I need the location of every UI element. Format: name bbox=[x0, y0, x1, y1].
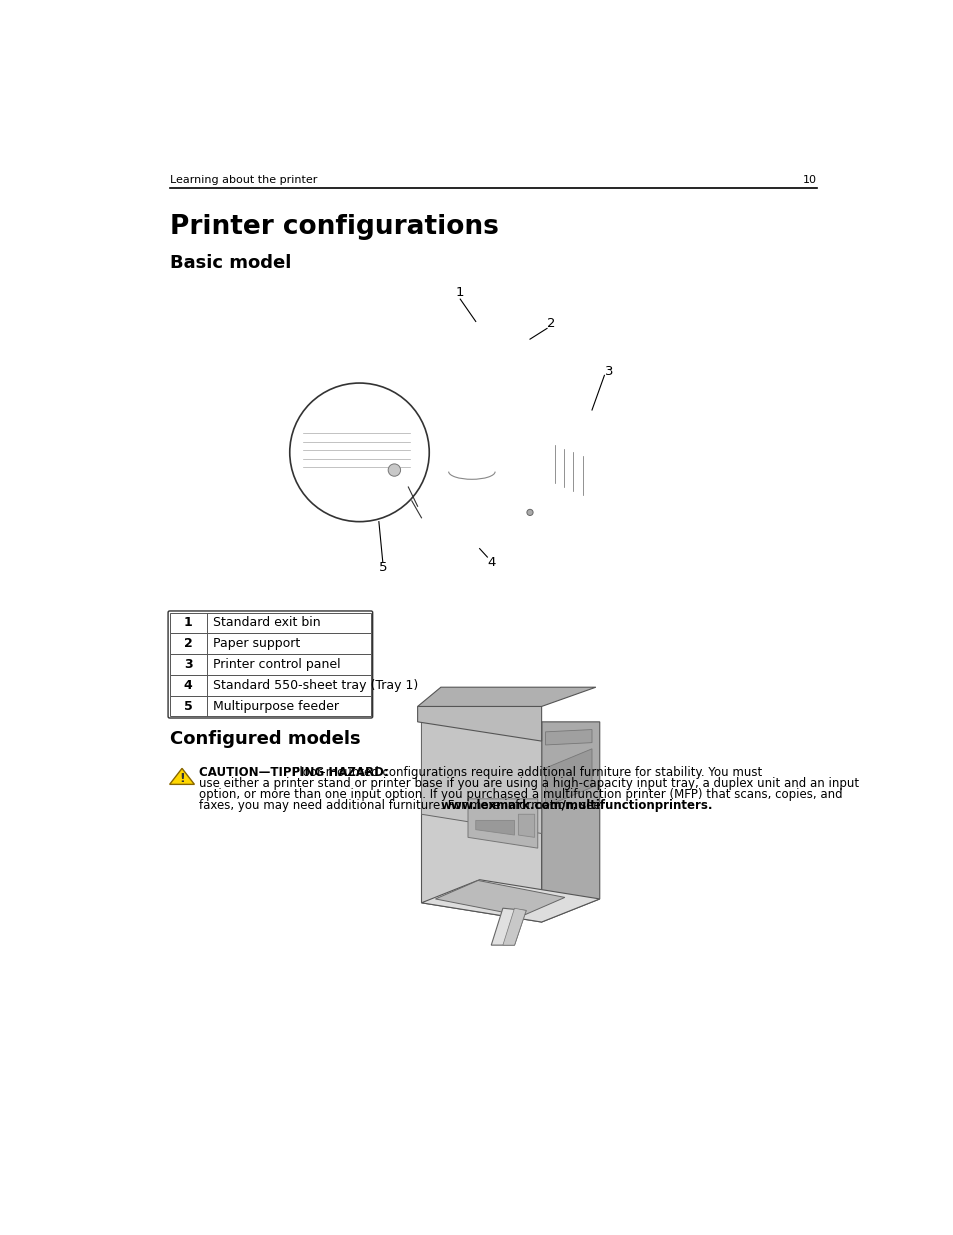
Circle shape bbox=[288, 382, 431, 524]
Text: faxes, you may need additional furniture. For more information, see: faxes, you may need additional furniture… bbox=[199, 799, 604, 813]
Text: Printer configurations: Printer configurations bbox=[170, 214, 498, 240]
Text: 3: 3 bbox=[184, 658, 193, 671]
Text: Basic model: Basic model bbox=[170, 254, 291, 273]
Polygon shape bbox=[545, 748, 592, 806]
Polygon shape bbox=[468, 799, 537, 848]
Polygon shape bbox=[170, 768, 194, 784]
Polygon shape bbox=[421, 721, 541, 923]
Text: Paper support: Paper support bbox=[213, 637, 300, 650]
FancyBboxPatch shape bbox=[170, 613, 371, 634]
Polygon shape bbox=[502, 908, 525, 945]
Text: Learning about the printer: Learning about the printer bbox=[170, 175, 316, 185]
Text: 1: 1 bbox=[184, 616, 193, 630]
Text: Standard exit bin: Standard exit bin bbox=[213, 616, 320, 630]
Polygon shape bbox=[421, 721, 541, 834]
Text: 2: 2 bbox=[184, 637, 193, 650]
Text: Configured models: Configured models bbox=[170, 730, 360, 747]
Text: CAUTION—TIPPING HAZARD:: CAUTION—TIPPING HAZARD: bbox=[199, 766, 389, 779]
Text: 4: 4 bbox=[487, 556, 495, 569]
Circle shape bbox=[388, 464, 400, 477]
Polygon shape bbox=[435, 881, 564, 916]
Text: option, or more than one input option. If you purchased a multifunction printer : option, or more than one input option. I… bbox=[199, 788, 841, 802]
FancyBboxPatch shape bbox=[170, 674, 371, 695]
Text: Standard 550-sheet tray (Tray 1): Standard 550-sheet tray (Tray 1) bbox=[213, 679, 417, 692]
Polygon shape bbox=[421, 879, 599, 923]
Polygon shape bbox=[476, 820, 514, 835]
Polygon shape bbox=[316, 785, 359, 800]
Text: www.lexmark.com/multifunctionprinters.: www.lexmark.com/multifunctionprinters. bbox=[440, 799, 712, 813]
Text: Multipurpose feeder: Multipurpose feeder bbox=[213, 699, 338, 713]
Polygon shape bbox=[417, 706, 541, 741]
Text: use either a printer stand or printer base if you are using a high-capacity inpu: use either a printer stand or printer ba… bbox=[199, 777, 859, 790]
Polygon shape bbox=[417, 687, 596, 706]
Polygon shape bbox=[517, 814, 534, 837]
FancyBboxPatch shape bbox=[170, 695, 371, 716]
Polygon shape bbox=[297, 764, 417, 823]
Text: 3: 3 bbox=[604, 366, 613, 378]
Text: 10: 10 bbox=[801, 175, 816, 185]
Text: 2: 2 bbox=[547, 317, 556, 330]
FancyBboxPatch shape bbox=[170, 634, 371, 655]
Polygon shape bbox=[301, 768, 414, 818]
Polygon shape bbox=[545, 730, 592, 745]
Text: Floor-mounted configurations require additional furniture for stability. You mus: Floor-mounted configurations require add… bbox=[289, 766, 761, 779]
Circle shape bbox=[526, 509, 533, 515]
Text: Printer control panel: Printer control panel bbox=[213, 658, 340, 671]
Text: 5: 5 bbox=[378, 562, 387, 574]
Text: 5: 5 bbox=[184, 699, 193, 713]
Text: !: ! bbox=[179, 772, 185, 785]
Polygon shape bbox=[491, 908, 525, 945]
Text: 1: 1 bbox=[456, 287, 464, 299]
FancyBboxPatch shape bbox=[170, 655, 371, 674]
Text: 4: 4 bbox=[184, 679, 193, 692]
Polygon shape bbox=[541, 721, 599, 923]
